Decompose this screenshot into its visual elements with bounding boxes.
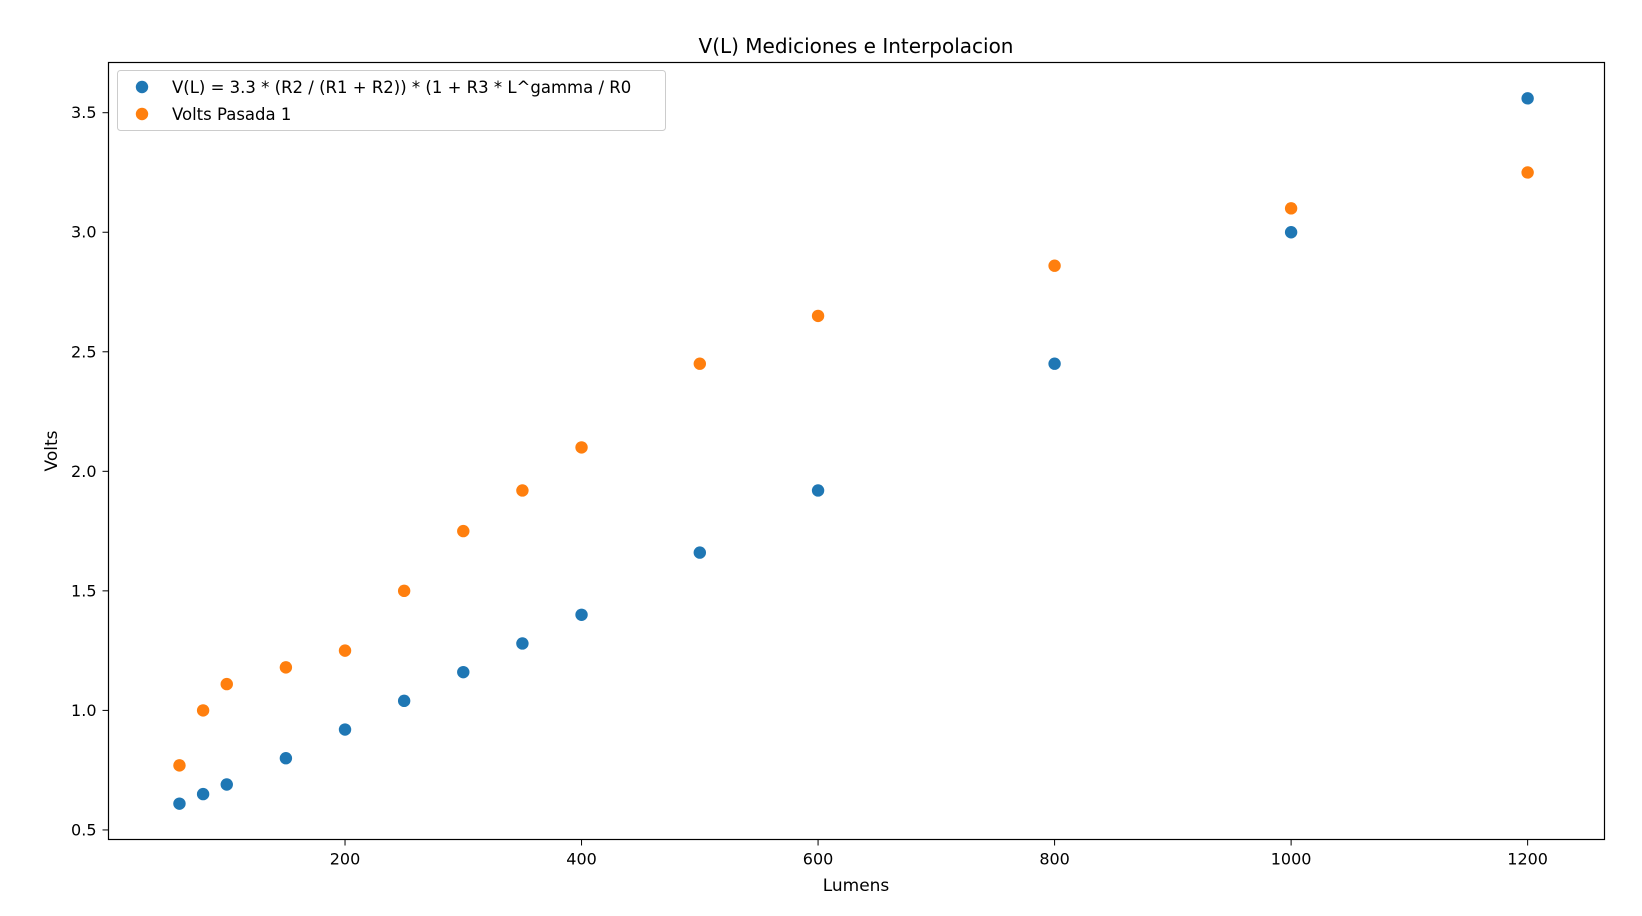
- legend-marker-series-1: [135, 80, 149, 94]
- data-point-series-1: [1048, 357, 1061, 370]
- legend-box: [117, 70, 666, 131]
- x-tick-label: 1200: [1507, 850, 1548, 869]
- x-tick-label: 800: [1039, 850, 1070, 869]
- data-point-series-1: [811, 484, 825, 497]
- data-point-series-2: [220, 677, 233, 691]
- y-tick-label: 0.5: [71, 820, 96, 839]
- data-point-series-2: [1284, 202, 1298, 215]
- data-point-series-1: [397, 694, 411, 708]
- data-point-series-1: [575, 608, 588, 621]
- data-point-series-2: [196, 704, 210, 717]
- data-point-series-2: [397, 584, 411, 598]
- data-point-series-1: [516, 637, 529, 650]
- legend: V(L) = 3.3 * (R2 / (R1 + R2)) * (1 + R3 …: [117, 70, 666, 131]
- data-point-series-1: [279, 752, 293, 765]
- data-point-series-1: [338, 723, 352, 736]
- legend-marker-series-2: [135, 107, 149, 121]
- y-tick-label: 1.5: [71, 581, 96, 600]
- data-point-series-2: [279, 661, 293, 674]
- x-tick-label: 200: [330, 850, 361, 869]
- data-point-series-1: [1284, 226, 1298, 239]
- data-point-series-1: [1521, 92, 1534, 105]
- data-point-series-1: [220, 778, 233, 791]
- x-axis-label: Lumens: [823, 876, 890, 896]
- series-2: [173, 166, 1534, 772]
- data-point-series-2: [173, 759, 186, 772]
- data-point-series-1: [693, 546, 707, 559]
- data-point-series-2: [811, 309, 825, 323]
- data-point-series-2: [1521, 166, 1534, 179]
- data-point-series-2: [1048, 259, 1061, 272]
- y-tick-label: 2.5: [71, 342, 96, 361]
- data-points: [173, 92, 1534, 810]
- y-tick-label: 2.0: [71, 462, 96, 481]
- data-point-series-2: [693, 357, 707, 370]
- x-tick-label: 400: [566, 850, 597, 869]
- y-axis-label: Volts: [42, 430, 62, 471]
- y-tick-label: 3.0: [71, 223, 96, 242]
- axis-ticks: 200 400 600 800 1000 1200 0.5 1.0 1.5 2.0 2.5 3.0 3.…: [71, 103, 1548, 868]
- x-tick-label: 600: [803, 850, 834, 869]
- plot-area-frame: [107, 61, 1606, 841]
- y-tick-label: 1.0: [71, 701, 96, 720]
- data-point-series-2: [516, 484, 529, 497]
- chart-title: V(L) Mediciones e Interpolacion: [699, 34, 1014, 58]
- data-point-series-2: [575, 441, 588, 454]
- x-tick-label: 1000: [1271, 850, 1312, 869]
- data-point-series-2: [338, 644, 352, 657]
- legend-label-series-2: Volts Pasada 1: [172, 105, 291, 124]
- data-point-series-2: [457, 524, 470, 538]
- data-point-series-1: [457, 665, 470, 679]
- legend-label-series-1: V(L) = 3.3 * (R2 / (R1 + R2)) * (1 + R3 …: [172, 78, 631, 97]
- series-1: [173, 92, 1534, 810]
- data-point-series-1: [173, 797, 186, 810]
- data-point-series-1: [196, 787, 210, 801]
- y-tick-label: 3.5: [71, 103, 96, 122]
